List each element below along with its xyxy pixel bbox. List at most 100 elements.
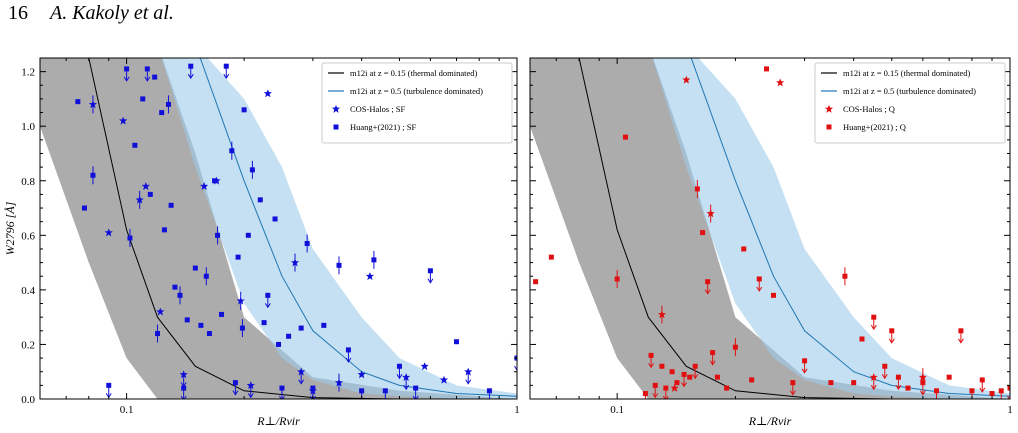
square-marker — [710, 350, 716, 356]
square-point — [90, 166, 96, 185]
page-number: 16 — [8, 2, 28, 24]
square-point — [724, 385, 730, 391]
upper-limit-arrowhead — [681, 382, 687, 388]
square-point — [704, 279, 711, 295]
square-marker — [304, 241, 310, 247]
legend-entry-label: Huang+(2021) ; Q — [843, 122, 906, 132]
square-point — [206, 331, 212, 337]
legend-entry-label: m12i at z = 0.5 (turbulence dominated) — [350, 86, 483, 96]
square-marker — [770, 292, 776, 298]
legend-entry-label: m12i at z = 0.5 (turbulence dominated) — [843, 86, 976, 96]
axes-frame — [39, 57, 518, 400]
square-point — [321, 322, 327, 328]
square-marker — [261, 320, 267, 326]
square-point — [223, 63, 230, 80]
upper-limit-arrowhead — [144, 76, 151, 82]
square-point — [756, 276, 763, 292]
square-point — [257, 197, 263, 203]
square-point — [648, 352, 655, 369]
square-marker — [905, 385, 911, 391]
square-point — [533, 279, 539, 285]
square-point — [229, 141, 235, 160]
upper-limit-arrowhead — [692, 373, 699, 380]
square-marker — [192, 265, 198, 271]
square-point — [749, 377, 755, 383]
square-point — [168, 202, 174, 208]
square-point — [905, 385, 911, 391]
square-point — [75, 99, 81, 105]
legend-square-swatch — [826, 124, 832, 130]
square-point — [732, 338, 738, 357]
y-tick-label: 1.0 — [21, 121, 35, 133]
square-marker — [427, 268, 433, 274]
square-point — [801, 358, 808, 374]
square-point — [177, 286, 183, 305]
legend-box — [814, 62, 1006, 144]
square-point — [659, 363, 665, 369]
square-marker — [245, 232, 251, 238]
square-point — [105, 382, 112, 399]
square-point — [345, 347, 352, 363]
square-marker — [920, 380, 926, 386]
upper-limit-arrowhead — [652, 393, 659, 399]
square-marker — [172, 284, 178, 290]
square-marker — [276, 341, 282, 347]
square-marker — [165, 101, 171, 107]
star-point — [776, 78, 785, 87]
upper-limit-arrowhead — [895, 384, 902, 391]
square-point — [155, 324, 161, 343]
square-marker — [132, 142, 138, 148]
square-marker — [659, 363, 665, 369]
square-point — [851, 380, 857, 386]
page-header: 16 A. Kakoly et al. — [8, 2, 174, 26]
star-point — [869, 373, 878, 391]
star-point — [402, 373, 411, 391]
square-marker — [642, 391, 648, 397]
square-marker — [265, 292, 271, 298]
square-marker — [669, 369, 675, 375]
square-marker — [681, 371, 687, 377]
square-marker — [732, 344, 738, 350]
upper-limit-arrowhead — [465, 379, 472, 385]
star-point — [246, 381, 255, 399]
upper-limit-arrowhead — [403, 384, 410, 391]
star-point — [334, 373, 344, 392]
square-marker — [687, 374, 693, 380]
square-marker — [181, 385, 187, 391]
square-marker — [371, 257, 377, 263]
turbulence-median-line — [690, 58, 1010, 397]
star-point — [706, 204, 715, 223]
y-tick-label: 0.6 — [21, 230, 35, 242]
upper-limit-arrowhead — [247, 393, 254, 399]
y-tick-label: 1.2 — [21, 67, 35, 79]
star-point — [464, 367, 473, 385]
upper-limit-arrowhead — [396, 373, 403, 380]
square-marker — [206, 331, 212, 337]
upper-limit-arrowhead — [704, 289, 711, 295]
square-point — [180, 385, 187, 399]
square-marker — [692, 363, 698, 369]
square-point — [770, 292, 776, 298]
square-point — [709, 350, 716, 366]
square-marker — [239, 325, 245, 331]
square-marker — [235, 254, 241, 260]
panel-right: 0.1 1 R⊥/Rvir m12i at z = 0.15 (thermal dom… — [529, 57, 1013, 428]
square-marker — [396, 363, 402, 369]
square-marker — [724, 385, 730, 391]
star-point — [290, 253, 300, 272]
square-point — [919, 380, 926, 396]
square-point — [382, 388, 389, 399]
square-point — [279, 385, 285, 399]
y-tick-label: 0.4 — [21, 285, 35, 297]
upper-limit-arrowhead — [919, 390, 926, 396]
y-axis-label: W2796 [Å] — [3, 201, 17, 255]
square-point — [239, 319, 245, 338]
square-marker — [81, 205, 87, 211]
turbulence-band — [652, 58, 1010, 399]
square-marker — [895, 374, 901, 380]
square-marker — [413, 385, 419, 391]
square-marker — [310, 385, 316, 391]
upper-limit-arrowhead — [881, 373, 888, 380]
square-point — [895, 374, 902, 391]
